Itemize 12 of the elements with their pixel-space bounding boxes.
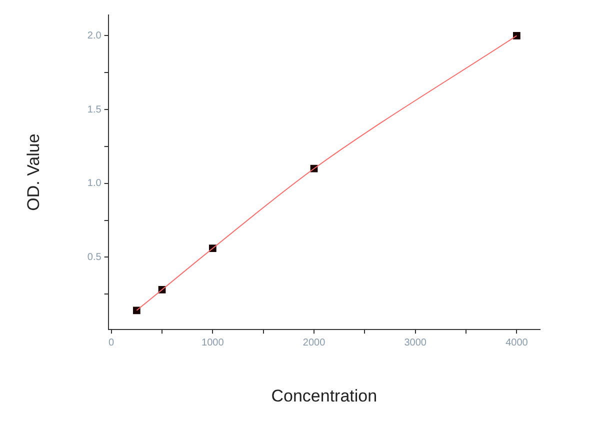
y-tick-label: 2.0 xyxy=(87,30,102,42)
x-tick-label: 3000 xyxy=(404,337,427,348)
y-tick-label: 1.5 xyxy=(87,104,102,116)
x-tick-label: 1000 xyxy=(202,337,224,348)
x-tick-label: 0 xyxy=(108,337,115,348)
y-tick-label: 1.0 xyxy=(87,178,102,190)
y-tick-label: 0.5 xyxy=(87,252,102,263)
x-axis-title: Concentration xyxy=(271,386,378,406)
y-axis-title: OD. Value xyxy=(24,134,43,211)
x-tick-label: 2000 xyxy=(302,337,326,348)
point xyxy=(513,32,520,40)
x-tick-label: 4000 xyxy=(506,337,528,348)
